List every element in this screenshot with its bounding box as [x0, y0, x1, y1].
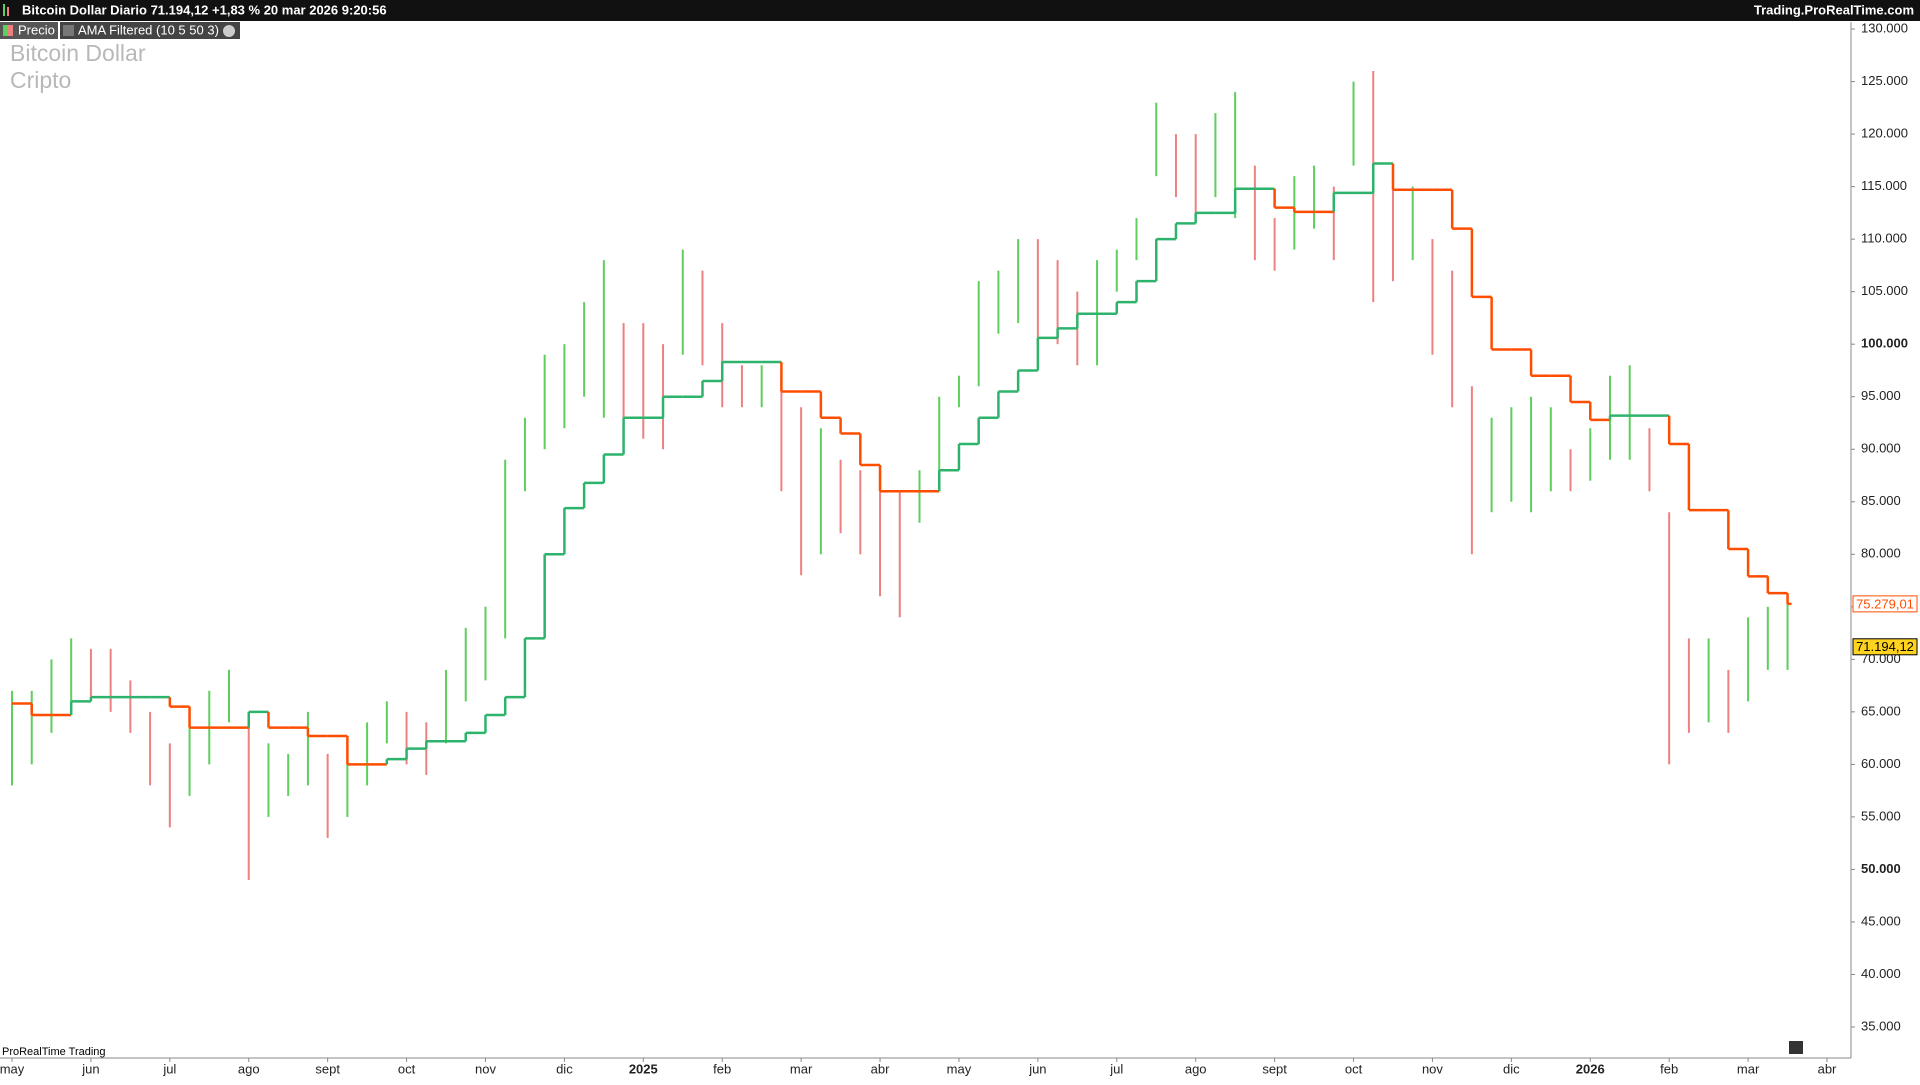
x-tick-label: feb [713, 1061, 731, 1076]
legend-swatch [3, 25, 8, 36]
y-tick-label: 90.000 [1861, 441, 1901, 456]
watermark: Cripto [10, 67, 71, 93]
legend-label: Precio [18, 22, 55, 37]
y-tick-label: 115.000 [1861, 178, 1907, 193]
info-button[interactable] [1789, 1041, 1803, 1054]
price-tag-label: 71.194,12 [1856, 639, 1914, 654]
price-tag [1852, 638, 1918, 656]
x-tick-label: ago [1185, 1061, 1207, 1076]
x-tick-label: mar [790, 1061, 813, 1076]
x-tick-label: oct [1345, 1061, 1363, 1076]
x-tick-label: 2025 [629, 1061, 658, 1076]
price-tag-label: 75.279,01 [1856, 596, 1914, 611]
x-tick-label: jun [1028, 1061, 1046, 1076]
x-tick-label: oct [398, 1061, 416, 1076]
x-tick-label: nov [1422, 1061, 1443, 1076]
y-tick-label: 45.000 [1861, 913, 1901, 928]
source: Trading.ProRealTime.com [1754, 2, 1914, 17]
x-tick-label: dic [556, 1061, 573, 1076]
y-tick-label: 55.000 [1861, 808, 1901, 823]
header-icon [7, 7, 9, 16]
x-tick-label: jul [1109, 1061, 1123, 1076]
y-tick-label: 65.000 [1861, 703, 1901, 718]
footer: ProRealTime Trading [2, 1046, 106, 1058]
legend-item-bg[interactable] [60, 22, 240, 39]
x-tick-label: sept [315, 1061, 340, 1076]
legend-swatch [63, 25, 74, 36]
x-tick-label: jun [81, 1061, 99, 1076]
x-tick-label: abr [1818, 1061, 1837, 1076]
x-tick-label: ago [238, 1061, 260, 1076]
x-tick-label: abr [871, 1061, 890, 1076]
y-tick-label: 80.000 [1861, 546, 1901, 561]
chart-title: Bitcoin Dollar Diario 71.194,12 +1,83 % … [22, 2, 387, 17]
y-tick-label: 105.000 [1861, 283, 1908, 298]
x-tick-label: may [947, 1061, 972, 1076]
legend-label: AMA Filtered (10 5 50 3) [78, 22, 219, 37]
header-icon [3, 4, 5, 16]
y-tick-label: 125.000 [1861, 73, 1908, 88]
legend-close[interactable] [223, 25, 235, 37]
x-tick-label: dic [1503, 1061, 1520, 1076]
x-tick-label: nov [475, 1061, 496, 1076]
x-tick-label: sept [1262, 1061, 1287, 1076]
y-tick-label: 85.000 [1861, 493, 1901, 508]
y-tick-label: 110.000 [1861, 231, 1907, 246]
y-tick-label: 40.000 [1861, 966, 1901, 981]
legend-swatch [8, 25, 13, 36]
x-tick-label: 2026 [1576, 1061, 1605, 1076]
y-tick-label: 100.000 [1861, 336, 1908, 351]
price-tag [1852, 595, 1918, 613]
y-tick-label: 60.000 [1861, 756, 1901, 771]
y-tick-label: 120.000 [1861, 126, 1908, 141]
x-tick-label: mar [1737, 1061, 1760, 1076]
x-tick-label: feb [1660, 1061, 1678, 1076]
y-tick-label: 130.000 [1861, 20, 1908, 35]
legend-item-bg[interactable] [0, 22, 58, 39]
x-tick-label: may [0, 1061, 25, 1076]
y-tick-label: 95.000 [1861, 388, 1901, 403]
y-tick-label: 50.000 [1861, 861, 1901, 876]
x-tick-label: jul [162, 1061, 176, 1076]
header-bar [0, 0, 1920, 21]
y-tick-label: 35.000 [1861, 1018, 1901, 1033]
watermark: Bitcoin Dollar [10, 40, 146, 66]
